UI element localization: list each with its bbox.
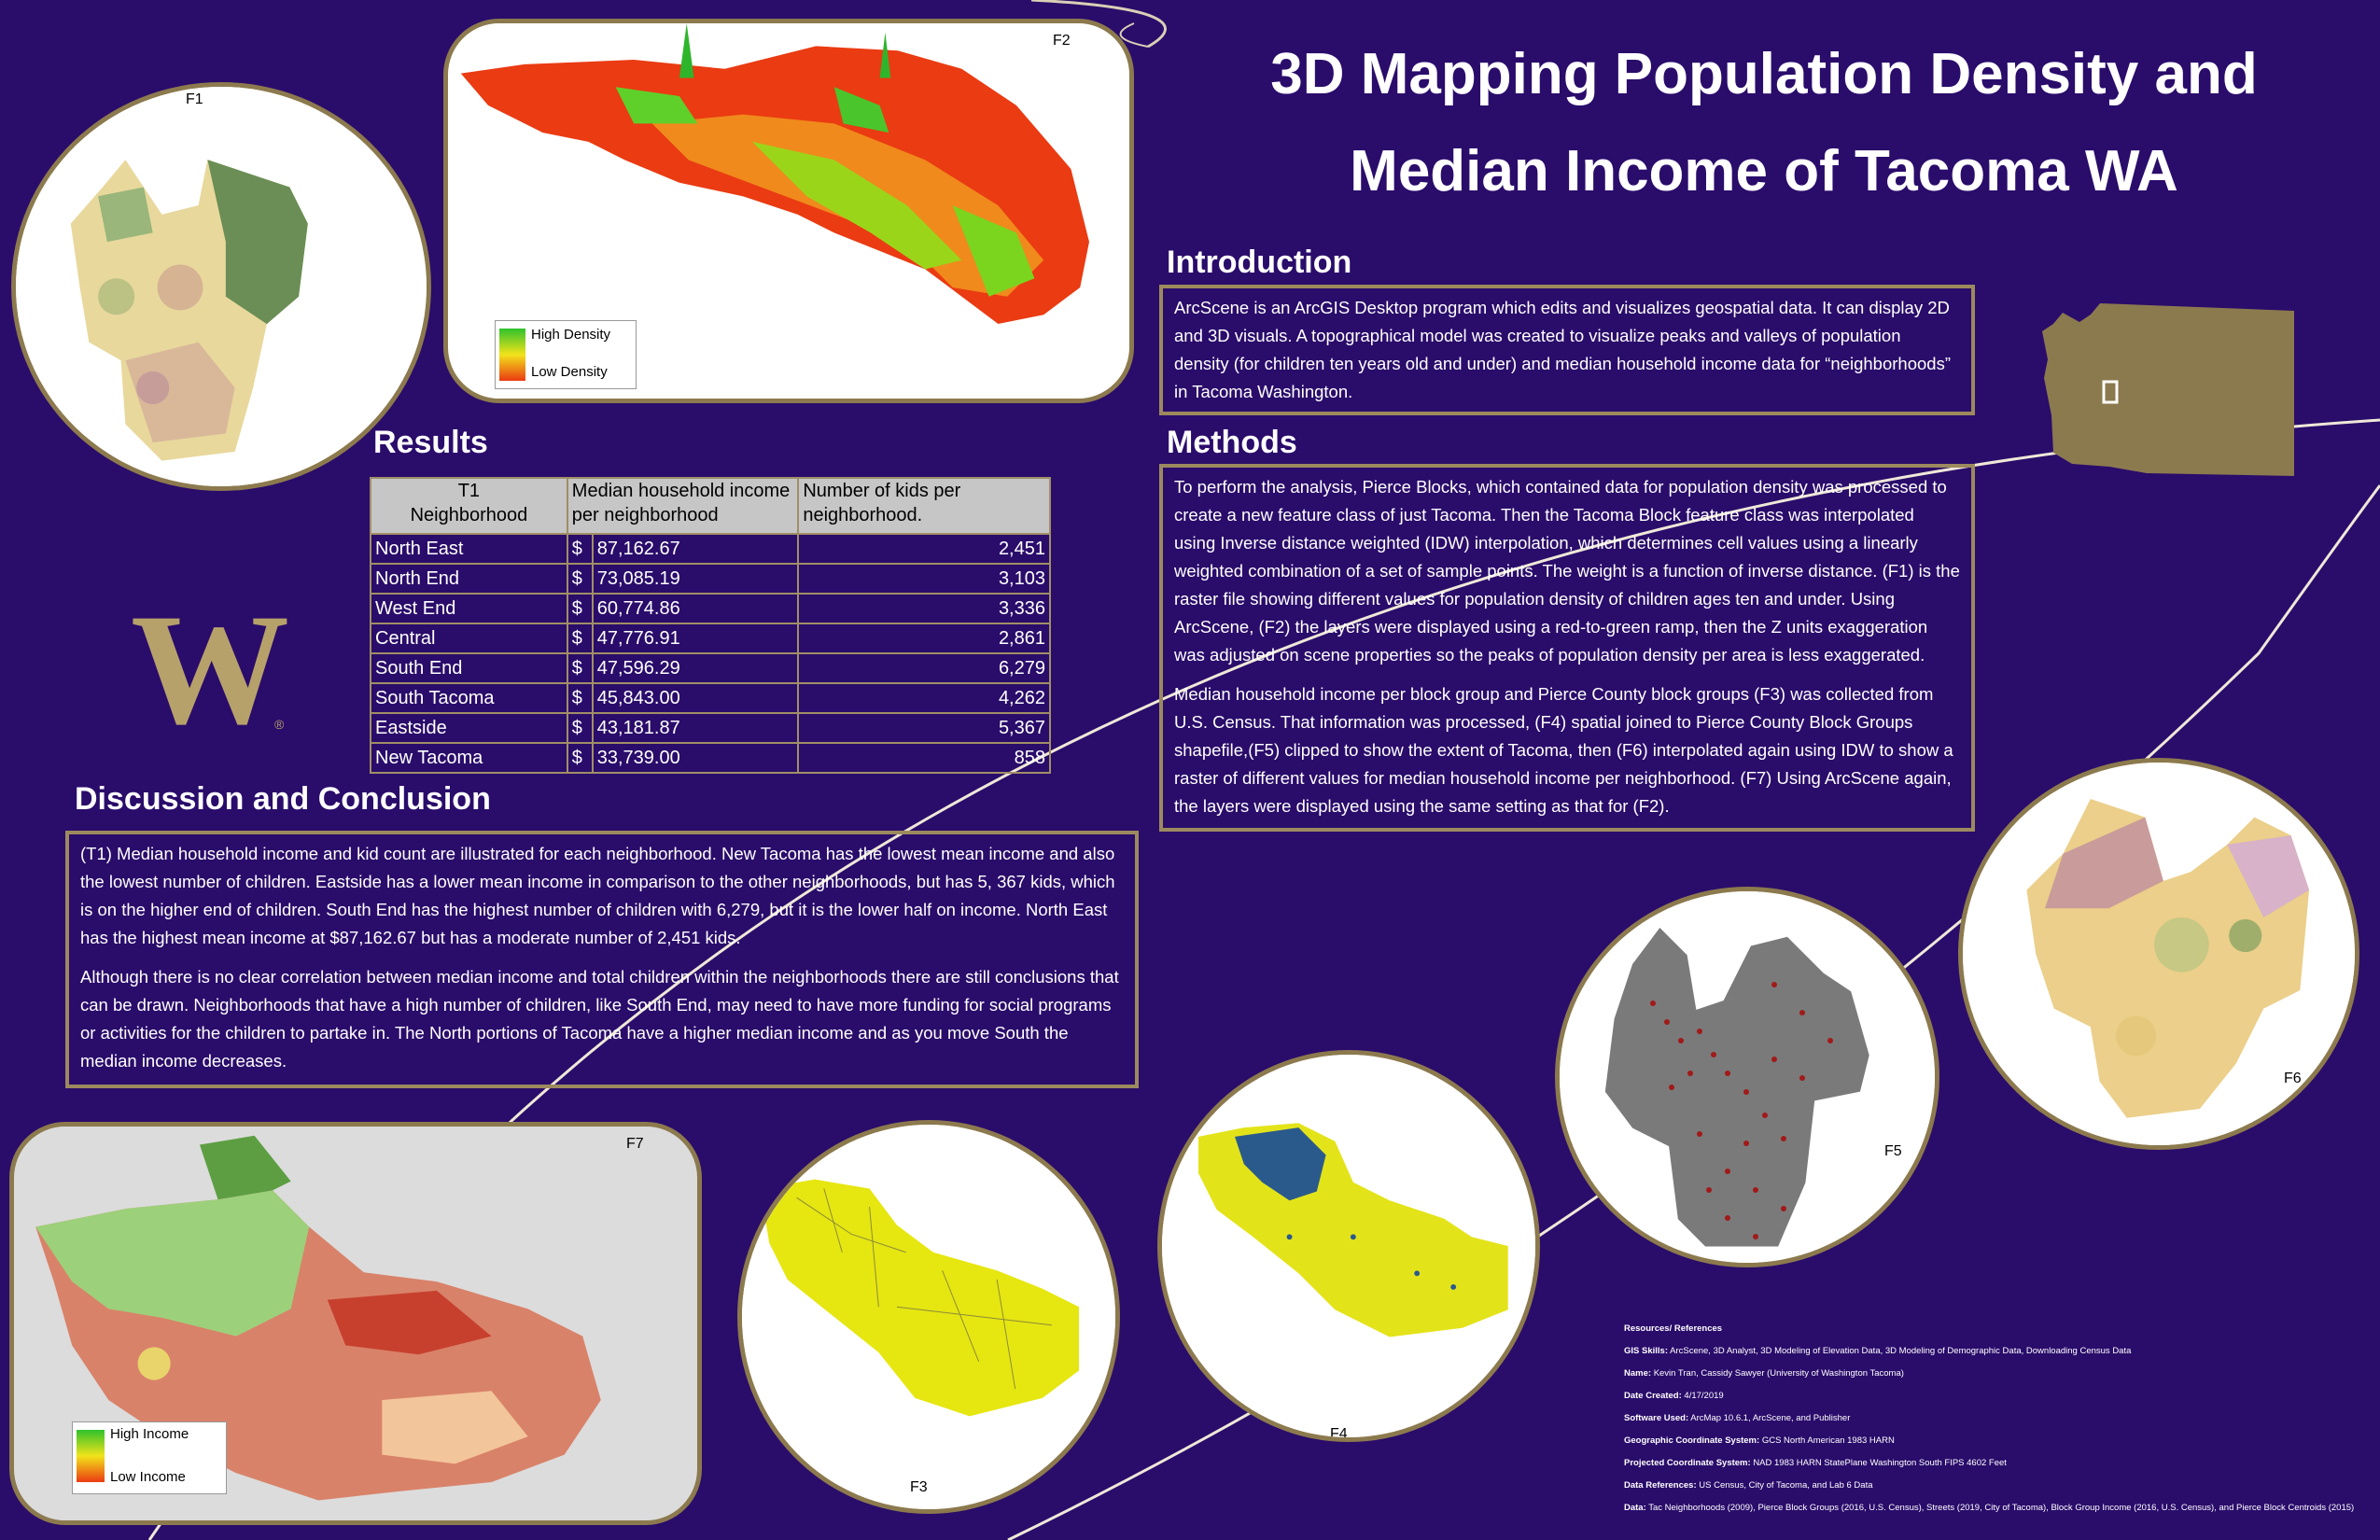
f7-income-legend: High Income Low Income [72, 1421, 227, 1494]
f1-label: F1 [186, 91, 203, 107]
references-heading: Resources/ References [1624, 1323, 1723, 1334]
table-row: North End $73,085.19 3,103 [370, 563, 1051, 595]
reference-item: GIS Skills: ArcScene, 3D Analyst, 3D Mod… [1624, 1346, 2132, 1356]
reference-item: Name: Kevin Tran, Cassidy Sawyer (Univer… [1624, 1368, 1904, 1379]
figure-f1-density-raster: F1 [11, 82, 431, 491]
table-row: South Tacoma $45,843.00 4,262 [370, 682, 1051, 714]
methods-box: To perform the analysis, Pierce Blocks, … [1159, 464, 1975, 832]
f4-map-image [1162, 1055, 1535, 1437]
reference-item: Data References: US Census, City of Taco… [1624, 1480, 1873, 1491]
results-table-header: T1 Neighborhood Median household income … [370, 477, 1051, 535]
figure-f4-spatial-join: F4 [1157, 1050, 1540, 1442]
poster-title: 3D Mapping Population Density and Median… [1120, 26, 2380, 220]
reference-item: Data: Tac Neighborhoods (2009), Pierce B… [1624, 1503, 2355, 1513]
uw-logo: W ® [131, 581, 317, 757]
f4-label: F4 [1330, 1426, 1348, 1442]
table-row: West End $60,774.86 3,336 [370, 593, 1051, 624]
density-ramp [499, 329, 525, 381]
table-row: South End $47,596.29 6,279 [370, 652, 1051, 684]
discussion-heading: Discussion and Conclusion [75, 781, 491, 817]
table-row: Eastside $43,181.87 5,367 [370, 712, 1051, 744]
figure-f2-3d-density: High Density Low Density F2 [443, 19, 1134, 403]
f6-map-image [1963, 763, 2355, 1145]
f2-label: F2 [1053, 33, 1071, 49]
header-kids: Number of kids per neighborhood. [797, 477, 1051, 535]
f5-block-centroids [1650, 982, 1833, 1239]
legend-low-density: Low Density [531, 364, 608, 380]
header-income: Median household income per neighborhood [566, 477, 800, 535]
washington-locator-map [2042, 303, 2294, 476]
references-block: Resources/ References GIS Skills: ArcSce… [1624, 1318, 2371, 1519]
table-row: North East $87,162.67 2,451 [370, 533, 1051, 565]
legend-high-density: High Density [531, 327, 611, 343]
f2-density-legend: High Density Low Density [495, 320, 637, 389]
uw-logo-letter: W [131, 581, 289, 757]
methods-paragraph-2: Median household income per block group … [1174, 684, 1953, 816]
introduction-heading: Introduction [1167, 245, 1352, 280]
title-line-1: 3D Mapping Population Density and [1270, 42, 2258, 106]
table-row: New Tacoma $33,739.00 858 [370, 742, 1051, 774]
discussion-box: (T1) Median household income and kid cou… [65, 831, 1139, 1088]
results-heading: Results [373, 425, 488, 460]
reference-item: Projected Coordinate System: NAD 1983 HA… [1624, 1458, 2007, 1468]
f2-map-image [451, 23, 1127, 399]
methods-paragraph-1: To perform the analysis, Pierce Blocks, … [1174, 477, 1960, 665]
discussion-paragraph-1: (T1) Median household income and kid cou… [80, 844, 1115, 947]
income-ramp [77, 1430, 105, 1482]
f1-map-image [16, 87, 427, 486]
discussion-paragraph-2: Although there is no clear correlation b… [80, 967, 1119, 1071]
figure-f3-block-groups: F3 [737, 1120, 1120, 1514]
figure-f5-clipped-tacoma: F5 [1555, 887, 1939, 1267]
header-neighborhood: T1 Neighborhood [370, 477, 568, 535]
reference-item: Software Used: ArcMap 10.6.1, ArcScene, … [1624, 1413, 1851, 1423]
title-line-2: Median Income of Tacoma WA [1350, 139, 2178, 203]
f5-label: F5 [1884, 1143, 1902, 1159]
figure-f7-3d-income: High Income Low Income F7 [9, 1122, 702, 1525]
f7-label: F7 [626, 1136, 644, 1152]
introduction-box: ArcScene is an ArcGIS Desktop program wh… [1159, 285, 1975, 415]
legend-high-income: High Income [110, 1426, 189, 1442]
legend-low-income: Low Income [110, 1469, 186, 1485]
table-row: Central $47,776.91 2,861 [370, 623, 1051, 654]
tacoma-locator-box [2102, 380, 2119, 404]
methods-heading: Methods [1167, 425, 1297, 460]
figure-f6-income-raster: F6 [1958, 758, 2359, 1150]
introduction-text: ArcScene is an ArcGIS Desktop program wh… [1174, 298, 1951, 401]
f3-label: F3 [910, 1479, 928, 1495]
reference-item: Geographic Coordinate System: GCS North … [1624, 1435, 1895, 1446]
uw-logo-registered: ® [274, 717, 285, 732]
results-table: T1 Neighborhood Median household income … [370, 477, 1051, 774]
f6-label: F6 [2284, 1071, 2302, 1086]
f5-map-image [1560, 891, 1935, 1263]
f3-map-image [742, 1125, 1115, 1509]
reference-item: Date Created: 4/17/2019 [1624, 1391, 1724, 1401]
